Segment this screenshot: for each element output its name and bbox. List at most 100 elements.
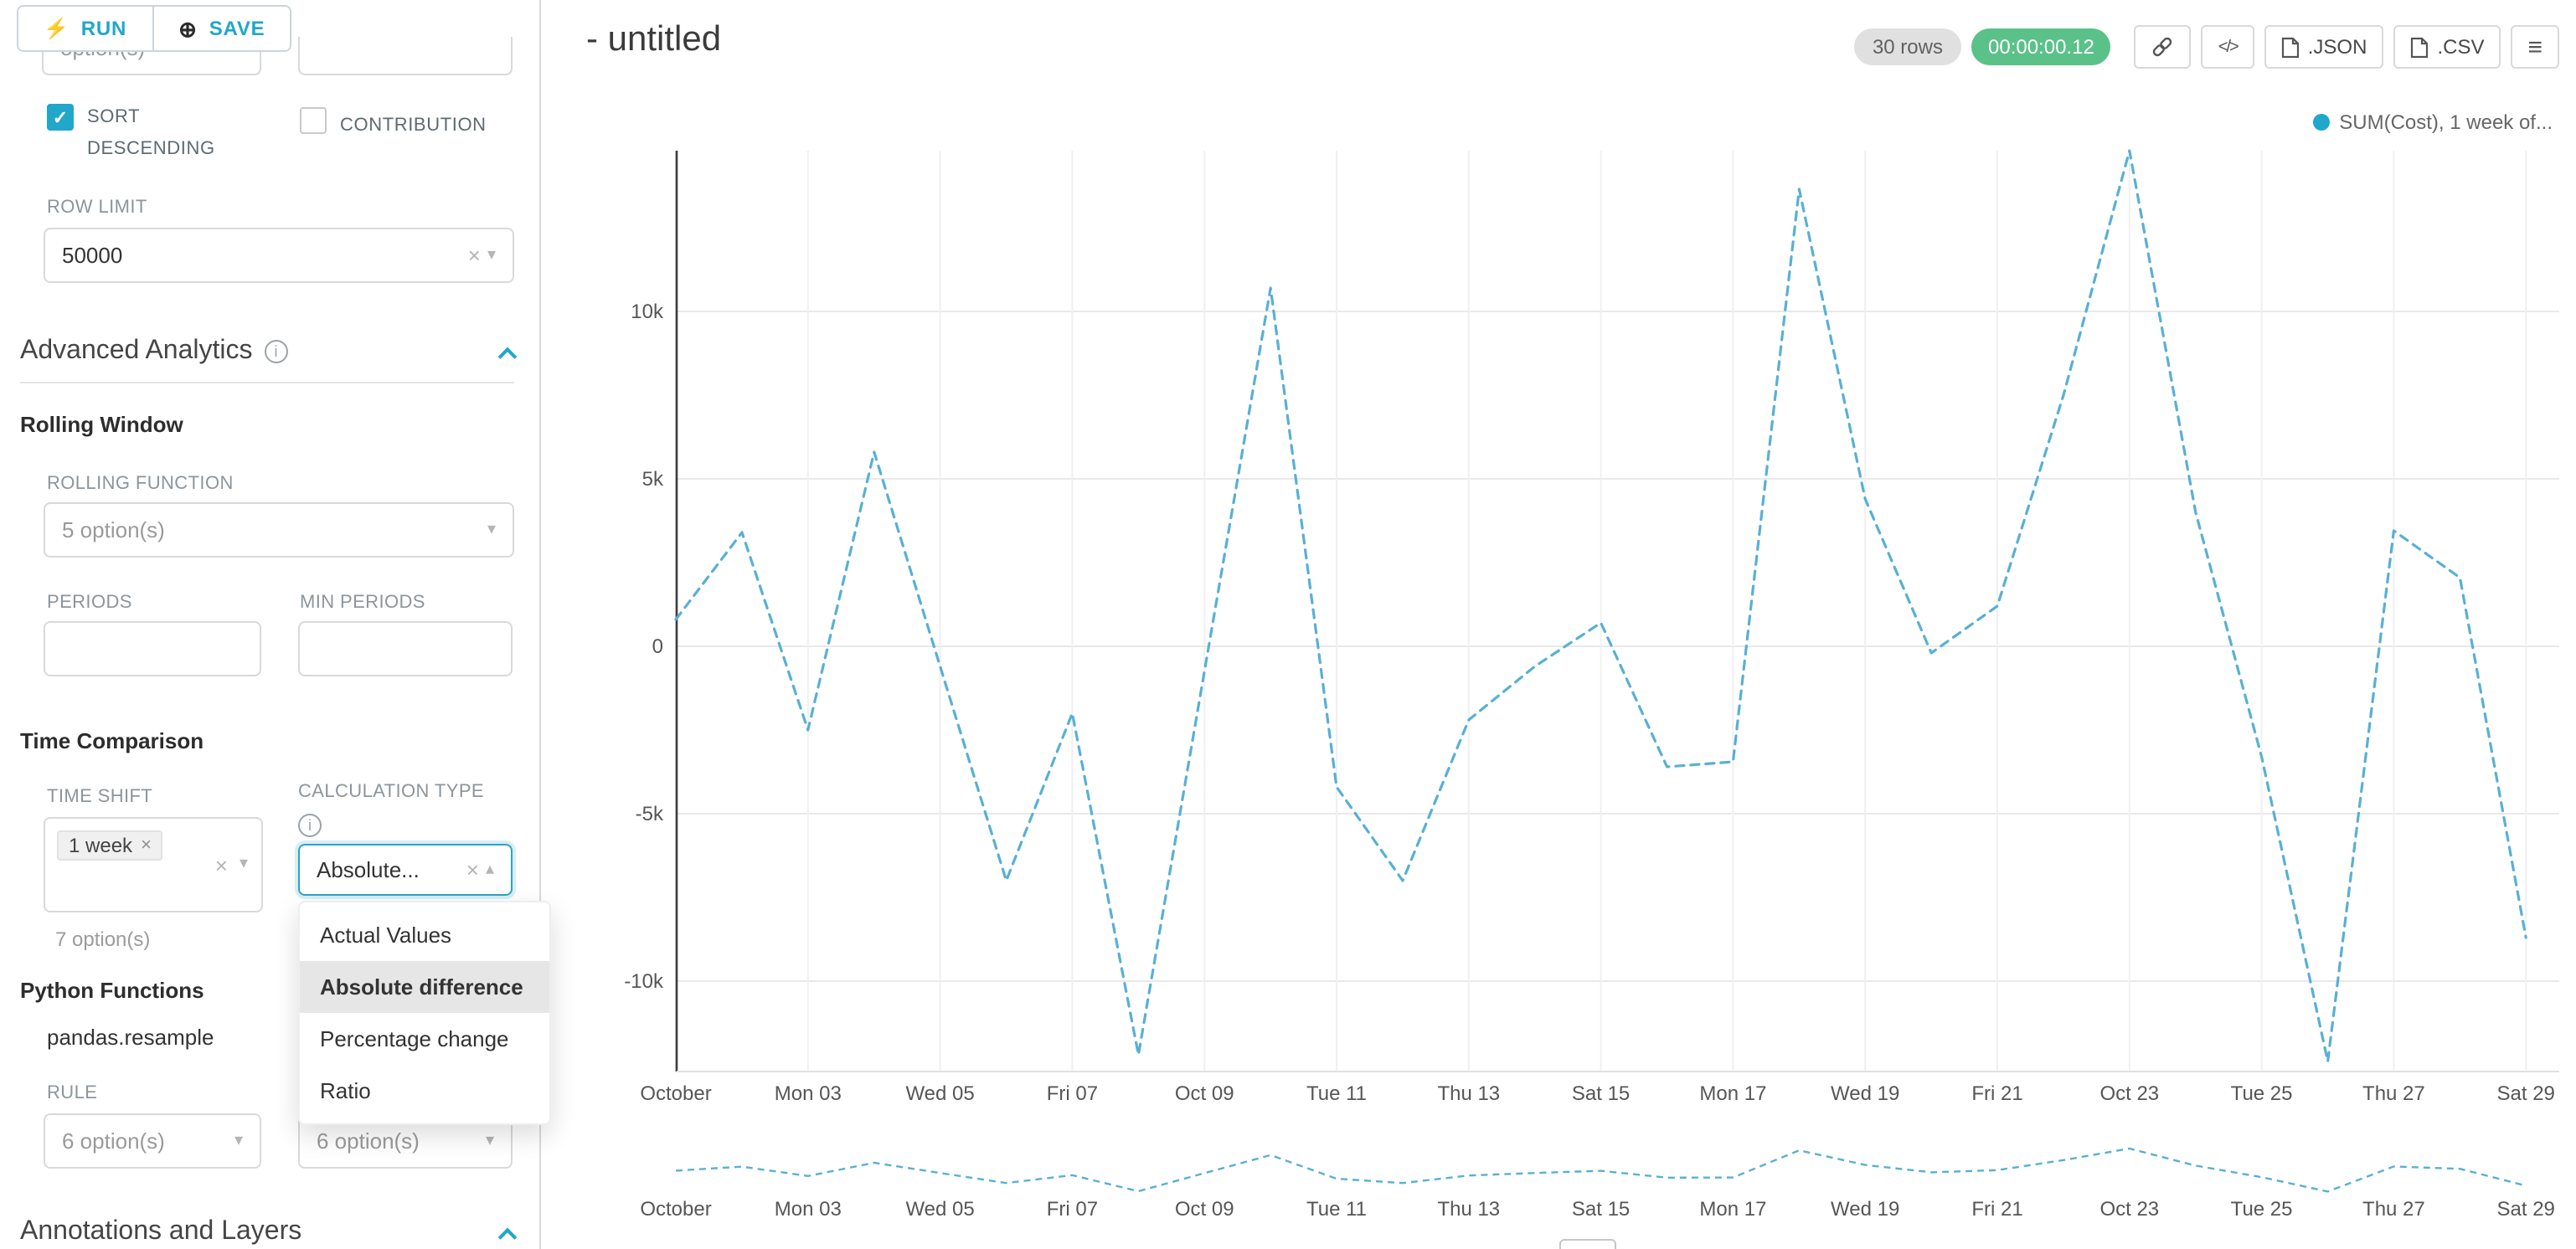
rolling-function-select[interactable]: 5 option(s) ▾ — [44, 502, 514, 558]
chart-area: 10k 5k 0 -5k -10k October October Mon 03 Mon 03 W… — [541, 0, 2576, 1249]
section-divider — [20, 382, 514, 383]
svg-text:Oct 09: Oct 09 — [1175, 1082, 1234, 1105]
svg-text:Thu 27: Thu 27 — [2362, 1198, 2425, 1221]
preview-series-line — [675, 1147, 2527, 1193]
calculation-type-menu: Actual Values Absolute difference Percen… — [298, 901, 551, 1125]
calc-type-option[interactable]: Actual Values — [320, 923, 452, 948]
chevron-down-icon: ▾ — [239, 855, 248, 873]
svg-text:Sat 29: Sat 29 — [2497, 1082, 2555, 1105]
time-shift-helper: 7 option(s) — [55, 928, 151, 951]
svg-text:Mon 03: Mon 03 — [775, 1082, 842, 1105]
svg-text:-10k: -10k — [624, 970, 664, 993]
row-limit-label: ROW LIMIT — [47, 198, 147, 218]
svg-text:Wed 05: Wed 05 — [905, 1082, 974, 1105]
row-limit-select[interactable]: 50000 × ▾ — [44, 228, 514, 283]
svg-text:5k: 5k — [642, 468, 664, 491]
time-shift-label: TIME SHIFT — [47, 787, 153, 807]
svg-text:Fri 07: Fri 07 — [1047, 1082, 1098, 1105]
run-button[interactable]: ⚡ RUN — [18, 7, 152, 50]
svg-text:Tue 25: Tue 25 — [2231, 1082, 2293, 1105]
remove-tag-icon[interactable]: × — [141, 835, 152, 856]
annotations-header[interactable]: Annotations and Layers — [20, 1217, 518, 1247]
annotations-title: Annotations and Layers — [20, 1217, 302, 1246]
download-csv-button[interactable]: .CSV — [2393, 25, 2501, 69]
clear-icon[interactable]: × — [466, 857, 479, 882]
advanced-analytics-title: Advanced Analytics — [20, 337, 253, 365]
check-icon: ✓ — [52, 108, 69, 128]
control-panel: option(s) ▾ ⚡ RUN ⊕ SAVE ✓ SORT DESCENDI… — [0, 0, 551, 1249]
chevron-up-small-icon: ▴ — [485, 860, 494, 878]
svg-text:Wed 19: Wed 19 — [1831, 1082, 1899, 1105]
menu-button[interactable]: ≡ — [2511, 25, 2559, 69]
legend-dot — [2312, 114, 2330, 131]
calculation-type-select[interactable]: Absolute... × ▴ — [298, 844, 513, 896]
file-icon — [2411, 36, 2429, 58]
svg-text:Tue 11: Tue 11 — [1306, 1082, 1367, 1105]
calculation-type-label: CALCULATION TYPE — [298, 782, 484, 802]
sort-descending-checkbox[interactable]: ✓ — [47, 104, 74, 131]
download-json-button[interactable]: .JSON — [2264, 25, 2384, 69]
calc-type-option[interactable]: Absolute difference — [300, 961, 549, 1013]
time-shift-select[interactable]: 1 week × × ▾ — [44, 817, 263, 912]
plus-circle-icon: ⊕ — [178, 16, 198, 41]
svg-text:Sat 15: Sat 15 — [1572, 1198, 1630, 1221]
contribution-checkbox[interactable]: ✓ — [300, 107, 327, 134]
advanced-analytics-header[interactable]: Advanced Analytics i — [20, 337, 518, 367]
hamburger-icon: ≡ — [2527, 33, 2543, 61]
run-save-group: ⚡ RUN ⊕ SAVE — [17, 5, 292, 52]
svg-text:Thu 13: Thu 13 — [1437, 1082, 1500, 1105]
chevron-down-icon: ▾ — [485, 1131, 494, 1149]
rule-select[interactable]: 6 option(s) ▾ — [44, 1113, 261, 1169]
svg-text:Fri 21: Fri 21 — [1971, 1198, 2022, 1221]
min-periods-input[interactable] — [298, 621, 513, 676]
periods-input[interactable] — [44, 621, 261, 676]
copy-link-button[interactable] — [2134, 25, 2192, 69]
svg-text:Tue 11: Tue 11 — [1306, 1198, 1367, 1221]
json-label: .JSON — [2307, 35, 2367, 59]
svg-text:10k: 10k — [631, 301, 664, 323]
row-limit-value: 50000 — [62, 243, 123, 268]
calculation-type-value: Absolute... — [317, 857, 420, 882]
view-query-button[interactable]: </> — [2201, 25, 2254, 69]
save-button[interactable]: ⊕ SAVE — [152, 7, 291, 50]
code-icon: </> — [2218, 38, 2239, 56]
calc-type-option[interactable]: Ratio — [320, 1078, 371, 1103]
periods-label: PERIODS — [47, 593, 132, 613]
main-series-line — [674, 149, 2527, 1063]
run-label: RUN — [80, 17, 127, 40]
min-periods-label: MIN PERIODS — [300, 593, 425, 613]
row-count-badge: 30 rows — [1853, 28, 1961, 65]
query-timer-badge: 00:00:00.12 — [1971, 28, 2111, 65]
svg-text:Oct 23: Oct 23 — [2099, 1198, 2159, 1221]
svg-text:Sat 15: Sat 15 — [1572, 1082, 1630, 1105]
clear-icon[interactable]: × — [214, 852, 228, 877]
time-shift-tag[interactable]: 1 week × — [57, 830, 163, 861]
csv-label: .CSV — [2437, 35, 2485, 59]
data-zoom-handle[interactable] — [1559, 1239, 1616, 1249]
svg-text:Thu 13: Thu 13 — [1437, 1198, 1500, 1221]
chevron-down-icon: ▾ — [234, 1131, 243, 1149]
calc-type-option[interactable]: Percentage change — [320, 1026, 509, 1051]
chevron-down-icon: ▾ — [487, 520, 496, 538]
clear-icon[interactable]: × — [467, 243, 481, 268]
svg-text:Tue 25: Tue 25 — [2231, 1198, 2293, 1221]
lightning-icon: ⚡ — [44, 17, 70, 40]
svg-text:-5k: -5k — [636, 803, 664, 825]
rule-label: RULE — [47, 1083, 98, 1103]
select-icons: × ▾ — [215, 854, 248, 876]
header-actions: 30 rows 00:00:00.12 </> .JSON — [1853, 25, 2559, 69]
chevron-down-icon: ▾ — [487, 245, 496, 264]
chart-canvas: 10k 5k 0 -5k -10k October October Mon 03 Mon 03 W… — [624, 149, 2559, 1221]
svg-text:Thu 27: Thu 27 — [2362, 1082, 2425, 1105]
legend-label: SUM(Cost), 1 week of... — [2339, 111, 2553, 134]
svg-text:Mon 03: Mon 03 — [775, 1198, 842, 1221]
chart-legend[interactable]: SUM(Cost), 1 week of... — [2312, 111, 2553, 134]
rule-value: 6 option(s) — [62, 1128, 165, 1154]
python-functions-title: Python Functions — [20, 978, 204, 1003]
svg-text:October: October — [640, 1198, 711, 1221]
chevron-up-icon — [497, 346, 518, 366]
svg-text:0: 0 — [652, 635, 663, 658]
svg-text:Oct 23: Oct 23 — [2099, 1082, 2159, 1105]
sort-descending-label: SORT DESCENDING — [87, 107, 215, 159]
